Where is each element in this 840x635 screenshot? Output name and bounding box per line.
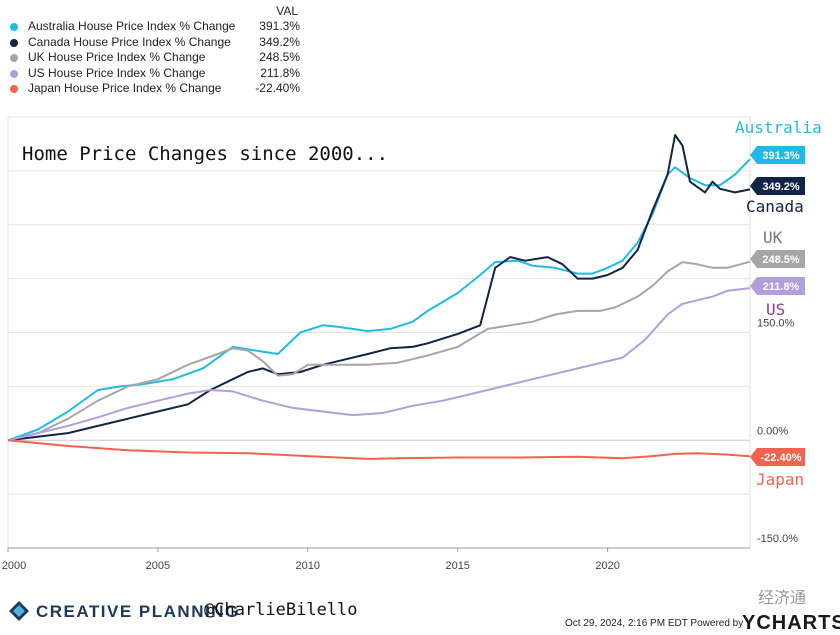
end-tag-shape — [750, 177, 805, 195]
series-name-label: Canada — [746, 197, 804, 216]
chart-title: Home Price Changes since 2000... — [22, 143, 388, 165]
end-tag-shape — [750, 250, 805, 268]
series-line-1 — [7, 134, 751, 442]
x-tick-label: 2000 — [2, 560, 26, 572]
series-name-label: US — [766, 300, 785, 319]
series-line-4 — [7, 439, 751, 460]
chart-series-lines — [7, 134, 751, 460]
creative-planning-logo-icon — [9, 601, 29, 621]
end-value-label: 211.8% — [763, 281, 800, 293]
y-tick-label: -150.0% — [757, 533, 798, 545]
legend-label: Canada House Price Index % Change — [28, 34, 231, 49]
legend-value: 349.2% — [259, 34, 300, 49]
x-tick-label: 2020 — [595, 560, 619, 572]
end-value-tag: 391.3% — [750, 146, 805, 164]
legend-dot-icon — [10, 54, 18, 62]
y-tick-label: 150.0% — [757, 318, 795, 330]
end-tag-shape — [750, 146, 805, 164]
legend-label: Japan House Price Index % Change — [28, 81, 222, 95]
x-tick-label: 2015 — [445, 560, 469, 572]
series-name-label: Japan — [756, 470, 804, 489]
author-handle: @CharlieBilello — [204, 600, 358, 620]
end-tag-shape — [750, 277, 805, 295]
x-tick-label: 2005 — [146, 560, 170, 572]
series-line-3 — [7, 287, 751, 442]
chart-grid — [7, 116, 751, 549]
legend-value: -22.40% — [255, 81, 300, 95]
watermark: 经济通 — [758, 590, 807, 607]
legend-value: 211.8% — [260, 65, 300, 80]
ycharts-logo: YCHARTS — [742, 612, 840, 634]
end-value-label: 391.3% — [762, 150, 800, 162]
legend-value-header: VAL — [276, 4, 298, 18]
legend-dot-icon — [10, 85, 18, 93]
y-tick-label: 0.00% — [757, 425, 788, 437]
legend-dot-icon — [10, 69, 18, 78]
legend-item: Australia House Price Index % Change 391.… — [0, 19, 300, 35]
legend-item: US House Price Index % Change 211.8% — [0, 66, 300, 82]
brand-name: CREATIVE PLANNING — [36, 602, 240, 621]
legend-item: UK House Price Index % Change 248.5% — [0, 50, 300, 66]
end-tag-shape — [750, 448, 805, 466]
end-value-tag: 248.5% — [750, 250, 805, 268]
x-tick-label: 2010 — [296, 560, 320, 572]
legend-value: 248.5% — [259, 50, 300, 64]
legend-item: Canada House Price Index % Change 349.2% — [0, 35, 300, 51]
legend-label: UK House Price Index % Change — [28, 50, 206, 64]
chart-axes: 150.0% 0.00% -150.0% 2000 2005 2010 2015 2020 — [2, 318, 798, 573]
series-name-label: UK — [763, 228, 783, 247]
legend-dot-icon — [10, 23, 18, 31]
series-line-2 — [7, 260, 751, 442]
legend-label: US House Price Index % Change — [28, 65, 206, 80]
end-value-tag: 349.2% — [750, 177, 805, 195]
timestamp-note: Oct 29, 2024, 2:16 PM EDT Powered by — [565, 618, 744, 629]
end-value-label: 349.2% — [762, 181, 800, 193]
legend-label: Australia House Price Index % Change — [28, 19, 236, 33]
chart-end-labels: 391.3% Australia 349.2% Canada 248.5% UK 211.8… — [735, 118, 822, 489]
footer: CREATIVE PLANNING @CharlieBilello Oct 29… — [0, 590, 840, 634]
legend-value: 391.3% — [259, 19, 300, 33]
end-value-tag: 211.8% — [750, 277, 805, 295]
legend-dot-icon — [10, 38, 18, 47]
end-value-label: 248.5% — [762, 254, 800, 266]
line-chart: 150.0% 0.00% -150.0% 2000 2005 2010 2015 2020 3… — [2, 116, 822, 573]
series-line-0 — [7, 158, 751, 442]
end-value-label: -22.40% — [761, 452, 802, 464]
series-name-label: Australia — [735, 118, 822, 137]
legend-item: Japan House Price Index % Change -22.40% — [0, 81, 300, 97]
end-value-tag: -22.40% — [750, 448, 805, 466]
